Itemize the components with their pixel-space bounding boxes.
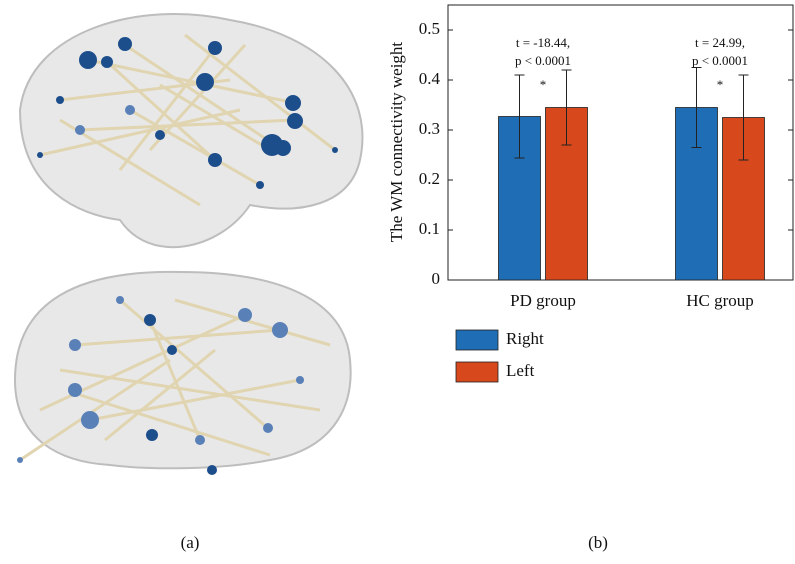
x-tick-label: PD group — [510, 291, 576, 310]
annotation: p < 0.0001 — [692, 53, 748, 68]
legend-label: Left — [506, 361, 535, 380]
y-tick-label: 0.3 — [419, 119, 440, 138]
y-tick-label: 0.5 — [419, 19, 440, 38]
y-tick-label: 0.2 — [419, 169, 440, 188]
legend-swatch — [456, 330, 498, 350]
y-tick-label: 0 — [432, 269, 441, 288]
figure: (a) (b) The WM connectivity weight 0 0.1 0… — [0, 0, 795, 559]
legend-swatch — [456, 362, 498, 382]
brain-upper — [20, 14, 362, 247]
y-tick-label: 0.1 — [419, 219, 440, 238]
y-tick-label: 0.4 — [419, 69, 441, 88]
y-axis-label: The WM connectivity weight — [387, 42, 406, 243]
annotation: t = -18.44, — [516, 35, 570, 50]
legend-label: Right — [506, 329, 544, 348]
annotation: * — [717, 77, 724, 92]
caption-a: (a) — [181, 533, 200, 552]
annotation: p < 0.0001 — [515, 53, 571, 68]
caption-b: (b) — [588, 533, 608, 552]
x-tick-label: HC group — [686, 291, 754, 310]
annotation: t = 24.99, — [695, 35, 745, 50]
annotation: * — [540, 77, 547, 92]
brain-lower — [15, 272, 351, 475]
